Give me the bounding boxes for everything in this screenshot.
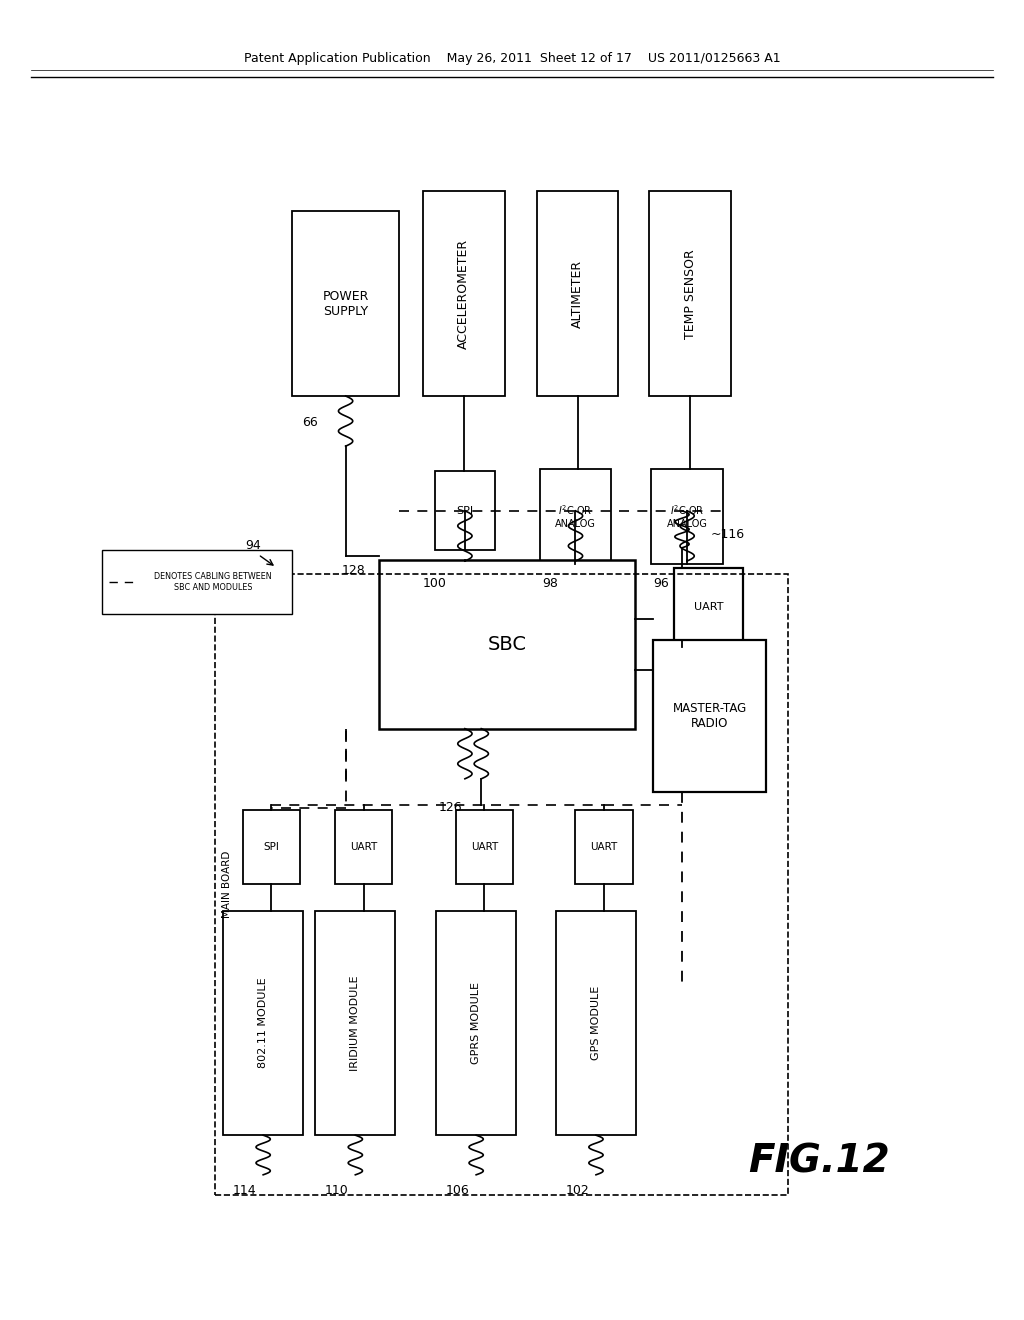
Text: ~116: ~116 (711, 528, 745, 541)
Text: MASTER-TAG
RADIO: MASTER-TAG RADIO (673, 702, 746, 730)
FancyBboxPatch shape (651, 469, 723, 564)
Text: DENOTES CABLING BETWEEN
SBC AND MODULES: DENOTES CABLING BETWEEN SBC AND MODULES (155, 573, 271, 591)
Text: 128: 128 (341, 564, 366, 577)
Text: $I^2$C OR
ANALOG: $I^2$C OR ANALOG (555, 503, 596, 529)
Text: 98: 98 (542, 577, 558, 590)
FancyBboxPatch shape (423, 191, 505, 396)
Text: ACCELEROMETER: ACCELEROMETER (458, 239, 470, 348)
FancyBboxPatch shape (379, 560, 635, 729)
Text: MAIN BOARD: MAIN BOARD (222, 850, 232, 919)
FancyBboxPatch shape (674, 568, 743, 647)
Text: 96: 96 (653, 577, 670, 590)
Text: 94: 94 (245, 539, 261, 552)
Text: 66: 66 (302, 416, 317, 429)
FancyBboxPatch shape (537, 191, 618, 396)
Text: 100: 100 (422, 577, 446, 590)
FancyBboxPatch shape (436, 911, 516, 1135)
FancyBboxPatch shape (653, 640, 766, 792)
FancyBboxPatch shape (649, 191, 731, 396)
Text: FIG.12: FIG.12 (749, 1143, 890, 1180)
FancyBboxPatch shape (292, 211, 399, 396)
Text: UART: UART (471, 842, 498, 853)
Text: UART: UART (591, 842, 617, 853)
Text: UART: UART (350, 842, 377, 853)
Text: 802.11 MODULE: 802.11 MODULE (258, 978, 268, 1068)
Text: 126: 126 (438, 801, 463, 814)
Text: $I^2$C OR
ANALOG: $I^2$C OR ANALOG (667, 503, 708, 529)
FancyBboxPatch shape (456, 810, 513, 884)
Text: 114: 114 (232, 1184, 257, 1197)
FancyBboxPatch shape (102, 550, 292, 614)
Text: IRIDIUM MODULE: IRIDIUM MODULE (350, 975, 360, 1071)
Text: 110: 110 (325, 1184, 349, 1197)
Text: 102: 102 (565, 1184, 590, 1197)
FancyBboxPatch shape (243, 810, 300, 884)
Text: SBC: SBC (487, 635, 526, 653)
FancyBboxPatch shape (575, 810, 633, 884)
FancyBboxPatch shape (540, 469, 611, 564)
FancyBboxPatch shape (335, 810, 392, 884)
FancyBboxPatch shape (556, 911, 636, 1135)
FancyBboxPatch shape (315, 911, 395, 1135)
FancyBboxPatch shape (435, 471, 495, 550)
Text: 106: 106 (445, 1184, 470, 1197)
Text: POWER
SUPPLY: POWER SUPPLY (323, 289, 369, 318)
Text: UART: UART (694, 602, 723, 612)
Text: TEMP SENSOR: TEMP SENSOR (684, 249, 696, 338)
Text: Patent Application Publication    May 26, 2011  Sheet 12 of 17    US 2011/012566: Patent Application Publication May 26, 2… (244, 51, 780, 65)
Text: ALTIMETER: ALTIMETER (571, 260, 584, 327)
Text: GPS MODULE: GPS MODULE (591, 986, 601, 1060)
Text: SPI: SPI (457, 506, 473, 516)
Text: SPI: SPI (263, 842, 280, 853)
FancyBboxPatch shape (223, 911, 303, 1135)
Text: GPRS MODULE: GPRS MODULE (471, 982, 481, 1064)
